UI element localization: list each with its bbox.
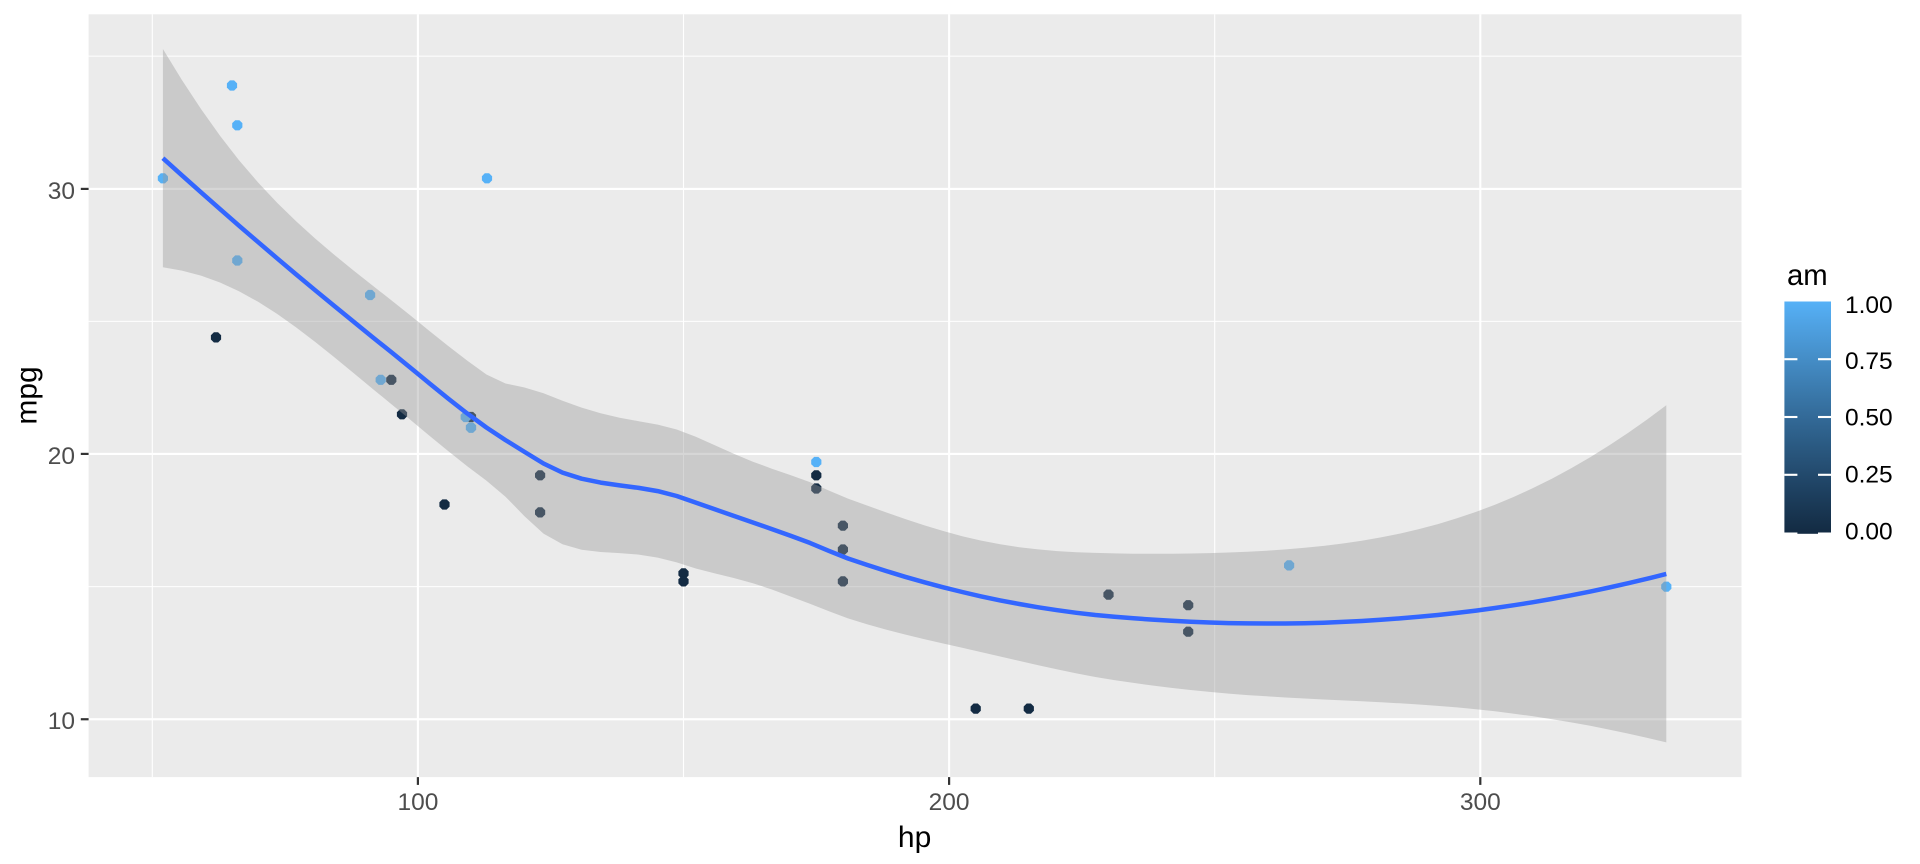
svg-text:0.25: 0.25 bbox=[1845, 461, 1893, 488]
svg-text:100: 100 bbox=[397, 789, 438, 816]
svg-text:0.00: 0.00 bbox=[1845, 518, 1893, 545]
svg-text:hp: hp bbox=[898, 821, 931, 854]
svg-text:0.75: 0.75 bbox=[1845, 348, 1893, 375]
svg-text:300: 300 bbox=[1460, 789, 1501, 816]
svg-text:10: 10 bbox=[48, 708, 75, 735]
svg-text:0.50: 0.50 bbox=[1845, 405, 1893, 432]
svg-text:am: am bbox=[1787, 259, 1828, 292]
svg-text:30: 30 bbox=[48, 178, 75, 205]
svg-text:mpg: mpg bbox=[11, 366, 44, 424]
svg-text:20: 20 bbox=[48, 443, 75, 470]
svg-text:1.00: 1.00 bbox=[1845, 292, 1893, 319]
svg-text:200: 200 bbox=[929, 789, 970, 816]
